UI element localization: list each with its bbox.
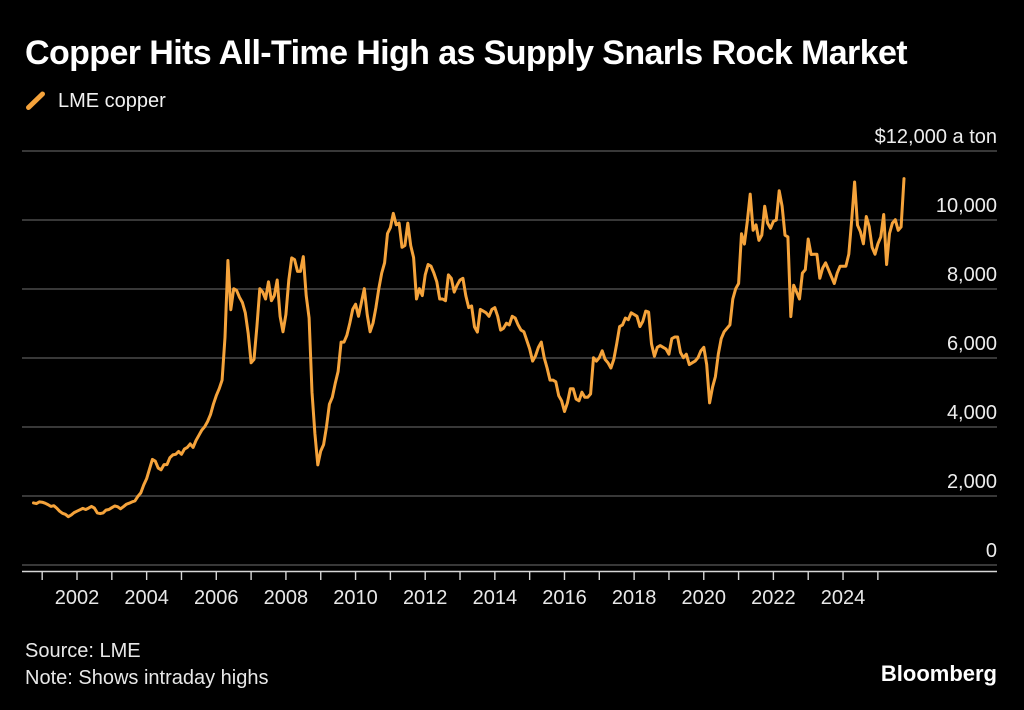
y-axis-label: 0 <box>985 540 997 562</box>
y-axis-label: $12,000 a ton <box>874 126 997 148</box>
legend-series-label: LME copper <box>58 89 166 112</box>
chart-title: Copper Hits All-Time High as Supply Snar… <box>25 34 908 72</box>
copper-price-line <box>32 177 906 519</box>
y-axis-label: 10,000 <box>935 195 997 217</box>
x-axis-label: 2012 <box>402 587 448 609</box>
note-text: Note: Shows intraday highs <box>25 667 269 689</box>
x-axis-label: 2006 <box>194 587 239 609</box>
y-axis-label: 8,000 <box>946 264 997 286</box>
bloomberg-logo: Bloomberg <box>880 661 997 686</box>
x-axis-label: 2010 <box>333 587 378 609</box>
x-axis-label: 2014 <box>472 587 518 609</box>
y-axis-label: 2,000 <box>946 471 997 493</box>
x-axis-label: 2004 <box>124 587 169 609</box>
y-axis-label: 4,000 <box>946 402 997 424</box>
source-text: Source: LME <box>25 640 141 662</box>
y-axis-label: 6,000 <box>946 333 997 355</box>
x-axis-label: 2002 <box>54 587 100 609</box>
x-axis-label: 2022 <box>751 587 796 609</box>
legend: LME copper <box>25 89 166 113</box>
legend-slash-icon <box>26 91 45 110</box>
x-axis-label: 2020 <box>681 587 727 609</box>
x-axis-label: 2018 <box>611 587 657 609</box>
x-axis-label: 2016 <box>542 587 587 609</box>
x-axis-label: 2008 <box>263 587 309 609</box>
x-axis-label: 2024 <box>820 587 866 609</box>
